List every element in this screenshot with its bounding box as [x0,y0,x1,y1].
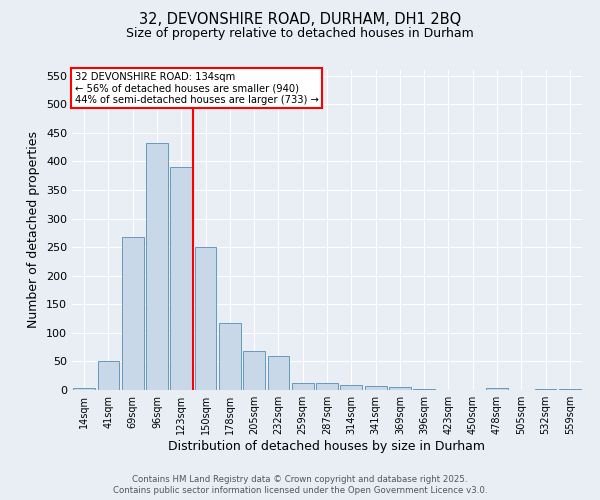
Bar [413,389,435,390]
Bar [268,356,289,390]
Text: Size of property relative to detached houses in Durham: Size of property relative to detached ho… [126,28,474,40]
Text: 32, DEVONSHIRE ROAD, DURHAM, DH1 2BQ: 32, DEVONSHIRE ROAD, DURHAM, DH1 2BQ [139,12,461,28]
Bar [73,388,95,390]
Bar [170,167,192,390]
Bar [97,362,119,390]
Bar [535,389,556,390]
Bar [122,238,143,390]
Bar [243,351,265,390]
Bar [146,142,168,390]
X-axis label: Distribution of detached houses by size in Durham: Distribution of detached houses by size … [169,440,485,453]
Text: Contains public sector information licensed under the Open Government Licence v3: Contains public sector information licen… [113,486,487,495]
Bar [559,389,581,390]
Text: Contains HM Land Registry data © Crown copyright and database right 2025.: Contains HM Land Registry data © Crown c… [132,475,468,484]
Bar [219,323,241,390]
Bar [316,382,338,390]
Bar [389,387,411,390]
Bar [365,386,386,390]
Bar [340,386,362,390]
Bar [486,388,508,390]
Y-axis label: Number of detached properties: Number of detached properties [28,132,40,328]
Text: 32 DEVONSHIRE ROAD: 134sqm
← 56% of detached houses are smaller (940)
44% of sem: 32 DEVONSHIRE ROAD: 134sqm ← 56% of deta… [74,72,319,105]
Bar [292,382,314,390]
Bar [194,247,217,390]
